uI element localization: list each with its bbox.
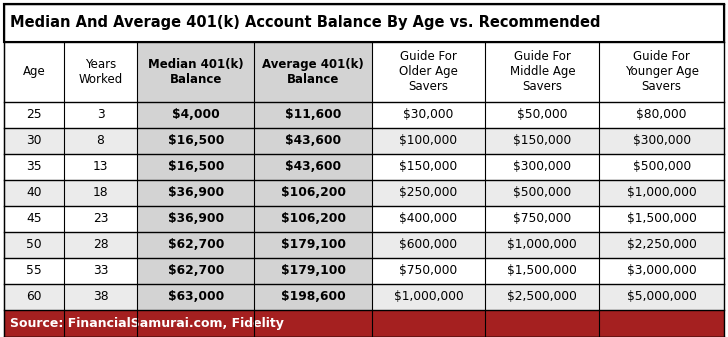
Text: $198,600: $198,600 <box>281 290 345 304</box>
Text: 33: 33 <box>92 265 108 277</box>
Text: 38: 38 <box>92 290 108 304</box>
Text: $1,000,000: $1,000,000 <box>627 186 697 200</box>
Text: $500,000: $500,000 <box>513 186 571 200</box>
Bar <box>138 102 255 128</box>
Text: $62,700: $62,700 <box>167 265 224 277</box>
Text: Average 401(k)
Balance: Average 401(k) Balance <box>262 58 364 86</box>
Bar <box>138 180 255 206</box>
Text: $400,000: $400,000 <box>400 213 458 225</box>
Text: Age: Age <box>23 65 45 79</box>
Text: $62,700: $62,700 <box>167 239 224 251</box>
Bar <box>255 232 371 258</box>
Text: 23: 23 <box>92 213 108 225</box>
Bar <box>138 128 255 154</box>
Text: Source: FinancialSamurai.com, Fidelity: Source: FinancialSamurai.com, Fidelity <box>10 317 284 330</box>
Bar <box>4 4 724 42</box>
Bar <box>138 42 255 102</box>
Text: 25: 25 <box>26 109 41 122</box>
Text: $36,900: $36,900 <box>168 186 224 200</box>
Bar <box>138 284 255 310</box>
Text: Guide For
Middle Age
Savers: Guide For Middle Age Savers <box>510 51 575 93</box>
Bar <box>138 258 255 284</box>
Bar <box>4 102 724 128</box>
Text: 3: 3 <box>97 109 104 122</box>
Text: 18: 18 <box>92 186 108 200</box>
Bar <box>255 102 371 128</box>
Text: $16,500: $16,500 <box>167 134 224 148</box>
Text: $43,600: $43,600 <box>285 160 341 174</box>
Text: $30,000: $30,000 <box>403 109 454 122</box>
Text: 30: 30 <box>26 134 41 148</box>
Text: $16,500: $16,500 <box>167 160 224 174</box>
Bar <box>4 128 724 154</box>
Bar <box>4 154 724 180</box>
Bar <box>255 128 371 154</box>
Text: $106,200: $106,200 <box>280 213 346 225</box>
Text: $150,000: $150,000 <box>400 160 458 174</box>
Text: Guide For
Younger Age
Savers: Guide For Younger Age Savers <box>625 51 699 93</box>
Bar <box>255 284 371 310</box>
Text: Guide For
Older Age
Savers: Guide For Older Age Savers <box>399 51 458 93</box>
Text: $1,000,000: $1,000,000 <box>507 239 577 251</box>
Bar <box>4 206 724 232</box>
Bar <box>4 180 724 206</box>
Bar <box>4 232 724 258</box>
Text: $300,000: $300,000 <box>513 160 571 174</box>
Text: Years
Worked: Years Worked <box>79 58 122 86</box>
Text: $500,000: $500,000 <box>633 160 691 174</box>
Text: $106,200: $106,200 <box>280 186 346 200</box>
Text: 8: 8 <box>97 134 104 148</box>
Bar <box>4 310 724 337</box>
Bar <box>4 258 724 284</box>
Text: $1,500,000: $1,500,000 <box>507 265 577 277</box>
Text: $2,250,000: $2,250,000 <box>627 239 697 251</box>
Bar <box>255 206 371 232</box>
Bar <box>255 258 371 284</box>
Text: 55: 55 <box>26 265 41 277</box>
Text: $300,000: $300,000 <box>633 134 691 148</box>
Text: 28: 28 <box>92 239 108 251</box>
Bar <box>255 42 371 102</box>
Text: $1,000,000: $1,000,000 <box>394 290 464 304</box>
Text: $11,600: $11,600 <box>285 109 341 122</box>
Text: 13: 13 <box>92 160 108 174</box>
Bar <box>138 154 255 180</box>
Bar <box>255 180 371 206</box>
Text: $600,000: $600,000 <box>400 239 458 251</box>
Bar <box>138 232 255 258</box>
Text: $1,500,000: $1,500,000 <box>627 213 697 225</box>
Bar <box>138 206 255 232</box>
Text: $250,000: $250,000 <box>400 186 458 200</box>
Text: $43,600: $43,600 <box>285 134 341 148</box>
Text: $50,000: $50,000 <box>517 109 568 122</box>
Text: $150,000: $150,000 <box>513 134 571 148</box>
Text: Median And Average 401(k) Account Balance By Age vs. Recommended: Median And Average 401(k) Account Balanc… <box>10 16 601 31</box>
Text: $5,000,000: $5,000,000 <box>627 290 697 304</box>
Text: $100,000: $100,000 <box>400 134 458 148</box>
Text: 50: 50 <box>26 239 41 251</box>
Text: $179,100: $179,100 <box>280 265 346 277</box>
Text: 35: 35 <box>26 160 41 174</box>
Text: $36,900: $36,900 <box>168 213 224 225</box>
Text: $3,000,000: $3,000,000 <box>627 265 697 277</box>
Text: $63,000: $63,000 <box>167 290 224 304</box>
Text: Median 401(k)
Balance: Median 401(k) Balance <box>148 58 244 86</box>
Bar <box>255 154 371 180</box>
Bar <box>4 4 724 42</box>
Text: $179,100: $179,100 <box>280 239 346 251</box>
Text: $750,000: $750,000 <box>400 265 458 277</box>
Text: 40: 40 <box>26 186 41 200</box>
Bar <box>4 284 724 310</box>
Text: $2,500,000: $2,500,000 <box>507 290 577 304</box>
Text: $80,000: $80,000 <box>636 109 687 122</box>
Text: 45: 45 <box>26 213 41 225</box>
Text: $750,000: $750,000 <box>513 213 571 225</box>
Text: 60: 60 <box>26 290 41 304</box>
Bar <box>4 42 724 102</box>
Text: $4,000: $4,000 <box>172 109 220 122</box>
